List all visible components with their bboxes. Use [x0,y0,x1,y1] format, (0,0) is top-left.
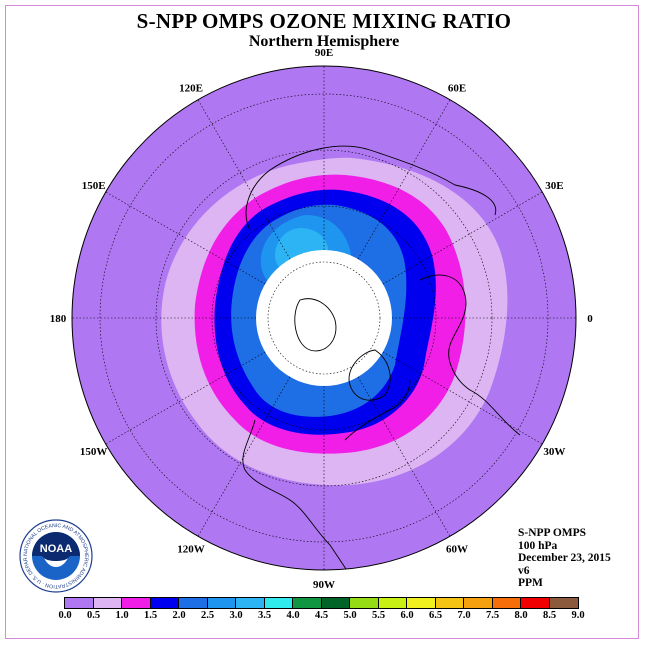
info-instrument: S-NPP OMPS [518,527,587,539]
meridian-line [382,351,543,445]
coast-north-america [242,379,411,570]
longitude-grid [72,66,576,570]
coastlines [242,145,521,570]
longitude-label: 120W [177,543,205,555]
coast-europe [419,274,521,436]
colorbar-swatch [65,598,94,608]
colorbar-tick-label: 2.5 [200,610,215,621]
longitude-label: 0 [587,313,593,325]
figure-frame [5,5,639,639]
map-subtitle: Northern Hemisphere [248,33,400,50]
colorbar-swatch [435,598,464,608]
info-level: 100 hPa [518,539,558,552]
meridian-line [105,191,266,285]
coast-asia [245,145,497,231]
colorbar-tick-label: 2.0 [172,610,186,621]
colorbar-swatch [521,598,550,608]
colorbar-tick-label: 8.5 [542,610,557,621]
coast-greenland [348,349,391,401]
colorbar-tick-label: 0.0 [58,610,72,621]
colorbar-swatch [492,598,521,608]
info-block: S-NPP OMPS 100 hPa December 23, 2015 v6 … [518,527,611,590]
meridian-line [382,191,543,285]
colorbar-swatch [464,598,493,608]
longitude-label: 90W [313,579,335,591]
longitude-labels: 90E 60E 30E 0 30W 60W 90W 120W 150W 180 150E 120E [50,47,594,591]
polar-night-nodata [256,250,392,386]
colorbar-tick-label: 5.0 [343,610,357,621]
colorbar-tick-label: 7.5 [485,610,500,621]
colorbar-swatch [378,598,407,608]
longitude-label: 90E [315,47,333,59]
meridian-line [197,376,291,537]
meridian-line [357,99,451,260]
latitude-grid [99,93,549,543]
info-version: v6 [518,564,530,577]
noaa-logo-text: NOAA [40,543,72,555]
meridian-line [105,351,266,445]
colorbar-tick-label: 9.0 [571,610,585,621]
colorbar-labels: 0.0 0.5 1.0 1.5 2.0 2.5 3.0 3.5 4.0 4.5 5.0 5.5 6.0 6… [0,610,648,624]
noaa-logo: NATIONAL OCEANIC AND ATMOSPHERIC ADMINIS… [18,518,93,593]
colorbar-tick-label: 3.0 [229,610,243,621]
colorbar-swatch [93,598,122,608]
colorbar-swatch [150,598,179,608]
colorbar-swatch [264,598,293,608]
colorbar-tick-label: 4.5 [314,610,329,621]
longitude-label: 30E [545,180,563,192]
colorbar-tick-label: 6.0 [400,610,414,621]
info-date: December 23, 2015 [518,552,611,564]
colorbar-swatch [179,598,208,608]
colorbar-tick-label: 8.0 [514,610,528,621]
colorbar-tick-label: 5.5 [371,610,386,621]
colorbar-tick-label: 4.0 [286,610,300,621]
longitude-label: 30W [543,446,565,458]
meridian-line [197,99,291,260]
colorbar-swatch [407,598,436,608]
colorbar-tick-label: 1.5 [143,610,158,621]
longitude-label: 180 [50,313,67,325]
colorbar-tick-label: 0.5 [86,610,101,621]
info-units: PPM [518,577,543,589]
colorbar-tick-label: 7.0 [457,610,471,621]
colorbar-swatch [350,598,379,608]
coast-arctic-islands [294,298,337,352]
meridian-line [357,376,451,537]
longitude-label: 60W [446,543,468,555]
colorbar-tick-label: 6.5 [428,610,443,621]
colorbar-swatch [236,598,265,608]
colorbar-tick-label: 1.0 [115,610,129,621]
longitude-label: 120E [179,83,203,95]
colorbar-swatch [293,598,322,608]
colorbar-swatch [122,598,151,608]
map-title: S-NPP OMPS OZONE MIXING RATIO [136,9,512,33]
colorbar-swatch [321,598,350,608]
colorbar-swatch [549,598,578,608]
colorbar-swatch [207,598,236,608]
colorbar-tick-label: 3.5 [257,610,272,621]
longitude-label: 150E [82,180,106,192]
colorbar [64,597,579,609]
longitude-label: 150W [80,446,108,458]
longitude-label: 60E [448,83,466,95]
